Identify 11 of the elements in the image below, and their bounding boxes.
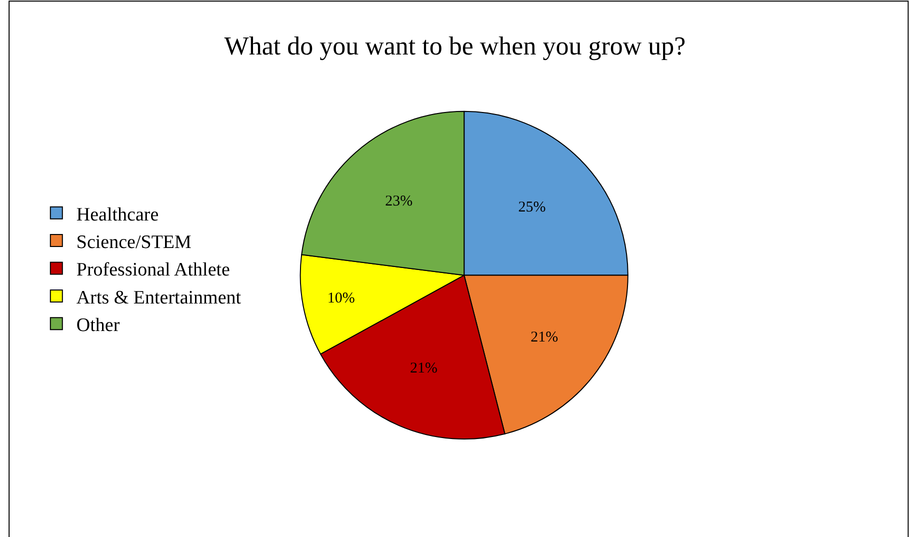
data-label: 23% [385, 193, 413, 210]
legend-label: Healthcare [76, 204, 159, 226]
legend-label: Science/STEM [76, 232, 192, 253]
data-label: 21% [410, 360, 438, 376]
data-label: 21% [530, 329, 558, 346]
chart-title: What do you want to be when you grow up? [224, 32, 686, 61]
legend-label: Professional Athlete [76, 260, 230, 281]
legend-label: Arts & Entertainment [76, 287, 242, 308]
data-label: 25% [518, 199, 546, 216]
legend-label: Other [76, 315, 120, 336]
data-label: 10% [327, 290, 355, 307]
